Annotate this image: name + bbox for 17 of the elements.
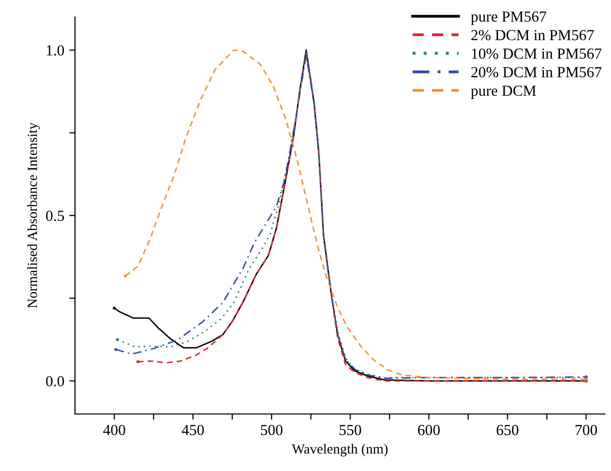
x-tick-label: 700 <box>576 424 598 436</box>
x-tick-label: 600 <box>418 424 440 436</box>
y-tick-label: 1.0 <box>46 45 64 56</box>
x-tick-label: 400 <box>103 424 126 436</box>
x-tick-label: 500 <box>261 424 282 436</box>
x-axis-title: Wavelength (nm) <box>292 444 388 456</box>
y-tick-label: 0.5 <box>46 210 64 222</box>
legend-label: 2% DCM in PM567 <box>471 30 594 40</box>
x-tick-label: 650 <box>496 424 518 436</box>
legend-label: pure DCM <box>470 86 536 99</box>
x-tick-label: 450 <box>182 424 204 436</box>
legend-label: pure PM567 <box>470 11 546 25</box>
x-tick-label: 550 <box>340 424 362 436</box>
legend-label: 20% DCM in PM567 <box>471 67 602 78</box>
y-tick-label: 0.0 <box>46 376 64 386</box>
y-axis-title: Normalised Absorbance Intensity <box>27 122 40 308</box>
legend-label: 10% DCM in PM567 <box>472 48 602 59</box>
